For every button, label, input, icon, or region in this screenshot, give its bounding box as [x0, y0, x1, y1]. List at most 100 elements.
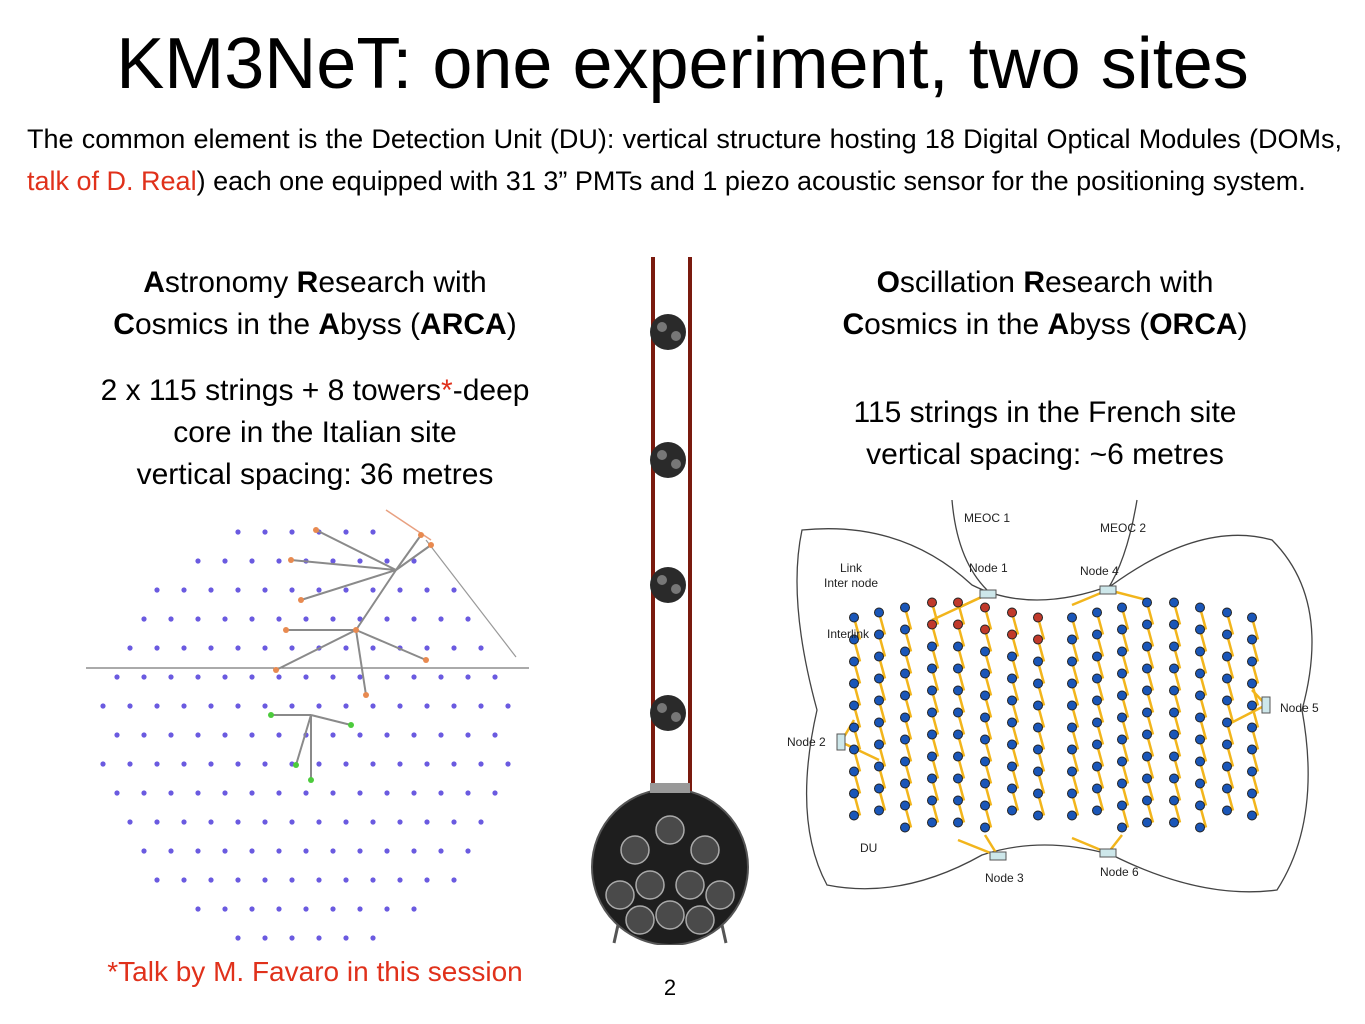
orca-du-node: [1247, 722, 1257, 733]
orca-du-node: [1067, 766, 1077, 777]
orca-du-node: [1222, 783, 1232, 794]
arca-string: [451, 703, 457, 709]
arca-string: [100, 703, 106, 709]
arca-string: [276, 616, 282, 622]
node3-box: [989, 851, 1007, 861]
arca-string: [384, 558, 390, 564]
arca-string: [168, 616, 174, 622]
arca-string: [465, 674, 471, 680]
orca-du-node: [1142, 641, 1152, 652]
orca-du-node: [1117, 602, 1127, 613]
arca-string: [397, 587, 403, 593]
orca-du-node: [1142, 707, 1152, 718]
orca-du-node: [874, 717, 884, 728]
orca-du-node: [980, 624, 990, 635]
orca-du-node: [849, 766, 859, 777]
orca-du-node: [980, 646, 990, 657]
detection-unit-illustration: [591, 257, 749, 945]
arca-string: [262, 935, 268, 941]
footnote: *Talk by M. Favaro in this session: [107, 956, 523, 987]
orca-du-node: [900, 756, 910, 767]
arca-string: [195, 848, 201, 854]
arca-string: [357, 906, 363, 912]
orca-du-node: [874, 761, 884, 772]
arca-string: [249, 732, 255, 738]
orca-du-node: [1222, 651, 1232, 662]
intro-text-1: The common element is the Detection Unit…: [27, 124, 1342, 154]
orca-du-node: [953, 729, 963, 740]
orca-du-node: [1067, 722, 1077, 733]
arca-string: [141, 674, 147, 680]
arca-string: [424, 761, 430, 767]
orca-du-node: [1067, 612, 1077, 623]
orca-du-node: [1222, 607, 1232, 618]
arca-string: [249, 558, 255, 564]
arca-string: [478, 703, 484, 709]
arca-string: [141, 616, 147, 622]
orca-du-node: [980, 822, 990, 833]
orca-du-node: [1007, 695, 1017, 706]
arca-string: [384, 674, 390, 680]
orca-du-node: [1067, 810, 1077, 821]
arca-string: [127, 703, 133, 709]
intro-talk-link: talk of D. Real: [27, 166, 197, 196]
orca-du-node: [1195, 734, 1205, 745]
arca-string: [505, 761, 511, 767]
orca-du-node: [1117, 778, 1127, 789]
orca-du-node: [980, 778, 990, 789]
arca-string: [195, 906, 201, 912]
arca-string: [492, 790, 498, 796]
arca-string: [357, 674, 363, 680]
arca-string: [384, 906, 390, 912]
orca-du-node: [1169, 685, 1179, 696]
node1-box: [979, 589, 997, 599]
orca-du-node: [980, 602, 990, 613]
node4-box: [1099, 585, 1117, 595]
orca-du-node: [1142, 597, 1152, 608]
intro-text-2: ) each one equipped with 31 3” PMTs and …: [196, 166, 1306, 196]
orca-du-node: [927, 707, 937, 718]
arca-string: [343, 877, 349, 883]
arca-string: [195, 732, 201, 738]
arca-string: [384, 732, 390, 738]
orca-du-node: [1117, 822, 1127, 833]
arca-string: [235, 877, 241, 883]
arca-string: [235, 935, 241, 941]
label-node2: Node 2: [787, 735, 826, 749]
arca-string: [316, 819, 322, 825]
orca-du-node: [1067, 788, 1077, 799]
orca-du-node: [1033, 722, 1043, 733]
arca-string: [411, 906, 417, 912]
orca-du-node: [874, 805, 884, 816]
orca-du-node: [900, 624, 910, 635]
orca-du-node: [1247, 766, 1257, 777]
arca-string: [397, 819, 403, 825]
orca-du-node: [1092, 673, 1102, 684]
arca-string: [114, 790, 120, 796]
orca-du-node: [874, 607, 884, 618]
orca-du-node: [927, 729, 937, 740]
arca-string: [289, 877, 295, 883]
orca-du-node: [900, 822, 910, 833]
arca-string: [438, 732, 444, 738]
orca-du-node: [1033, 700, 1043, 711]
arca-string: [181, 819, 187, 825]
arca-string: [330, 848, 336, 854]
orca-du-node: [900, 668, 910, 679]
label-link: Link: [840, 561, 863, 575]
arca-string: [154, 645, 160, 651]
orca-du-node: [1033, 766, 1043, 777]
orca-description: 115 strings in the French site vertical …: [853, 396, 1237, 471]
arca-string: [195, 790, 201, 796]
orca-du-node: [1033, 678, 1043, 689]
arca-string: [343, 645, 349, 651]
orca-du-node: [849, 656, 859, 667]
arca-string: [276, 732, 282, 738]
arca-string: [208, 703, 214, 709]
arca-string: [168, 674, 174, 680]
arca-string: [289, 645, 295, 651]
orca-du-node: [1007, 761, 1017, 772]
orca-du-node: [1222, 695, 1232, 706]
dom-module: [650, 695, 686, 731]
orca-du-node: [1247, 612, 1257, 623]
